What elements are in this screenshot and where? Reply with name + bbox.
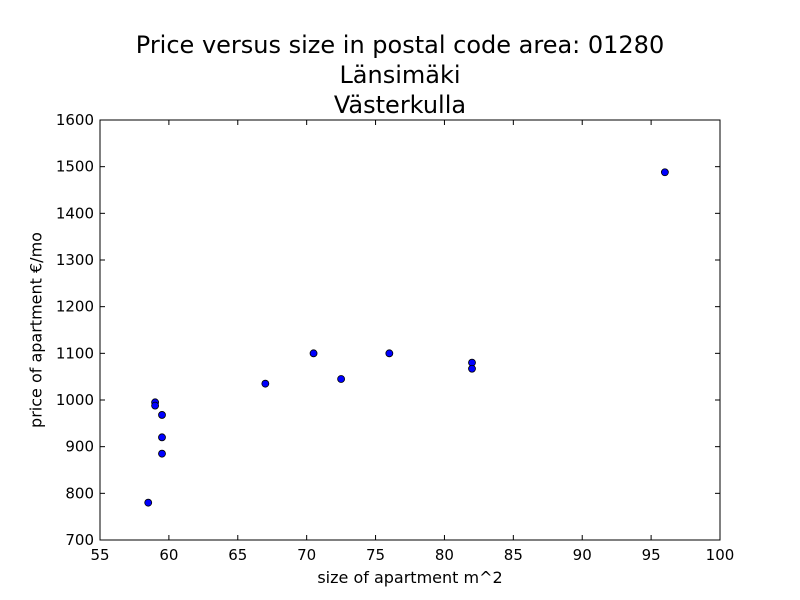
x-tick-label: 80 — [435, 546, 454, 564]
y-tick-label: 700 — [65, 531, 94, 549]
y-tick-label: 1500 — [56, 158, 94, 176]
chart-title-line-3: Västerkulla — [333, 91, 467, 119]
y-tick-label: 800 — [65, 484, 94, 502]
x-tick-label: 65 — [228, 546, 247, 564]
y-tick-label: 1200 — [56, 298, 94, 316]
data-point — [151, 401, 160, 410]
y-tick-label: 1600 — [56, 111, 94, 129]
data-point — [261, 379, 270, 388]
x-tick-label: 55 — [90, 546, 109, 564]
data-point — [158, 449, 166, 458]
data-point — [468, 364, 476, 373]
y-tick-label: 1000 — [56, 391, 94, 409]
y-tick-label: 900 — [65, 438, 94, 456]
chart-title-line-2: Länsimäki — [339, 61, 461, 89]
data-point — [158, 433, 166, 442]
data-point — [144, 498, 153, 507]
x-tick-label: 70 — [297, 546, 316, 564]
axis-ticks: 55 60 65 70 75 80 85 90 95 100 700 800 900 1000 1100 12… — [56, 111, 735, 564]
chart-title-line-1: Price versus size in postal code area: 0… — [135, 31, 665, 59]
x-tick-label: 60 — [159, 546, 178, 564]
y-tick-label: 1400 — [56, 204, 94, 222]
x-tick-label: 100 — [706, 546, 735, 564]
plot-area — [99, 119, 721, 541]
data-points — [144, 168, 669, 507]
y-tick-label: 1100 — [56, 344, 94, 362]
y-tick-label: 1300 — [56, 251, 94, 269]
data-point — [337, 375, 346, 383]
x-tick-label: 90 — [573, 546, 592, 564]
x-tick-label: 95 — [642, 546, 661, 564]
data-point — [158, 411, 166, 419]
data-point — [660, 168, 669, 177]
x-tick-label: 75 — [366, 546, 385, 564]
x-tick-label: 85 — [504, 546, 523, 564]
x-axis-label: size of apartment m^2 — [317, 568, 503, 587]
y-axis-label: price of apartment €/mo — [26, 232, 46, 428]
data-point — [309, 349, 318, 358]
data-point — [385, 349, 394, 358]
